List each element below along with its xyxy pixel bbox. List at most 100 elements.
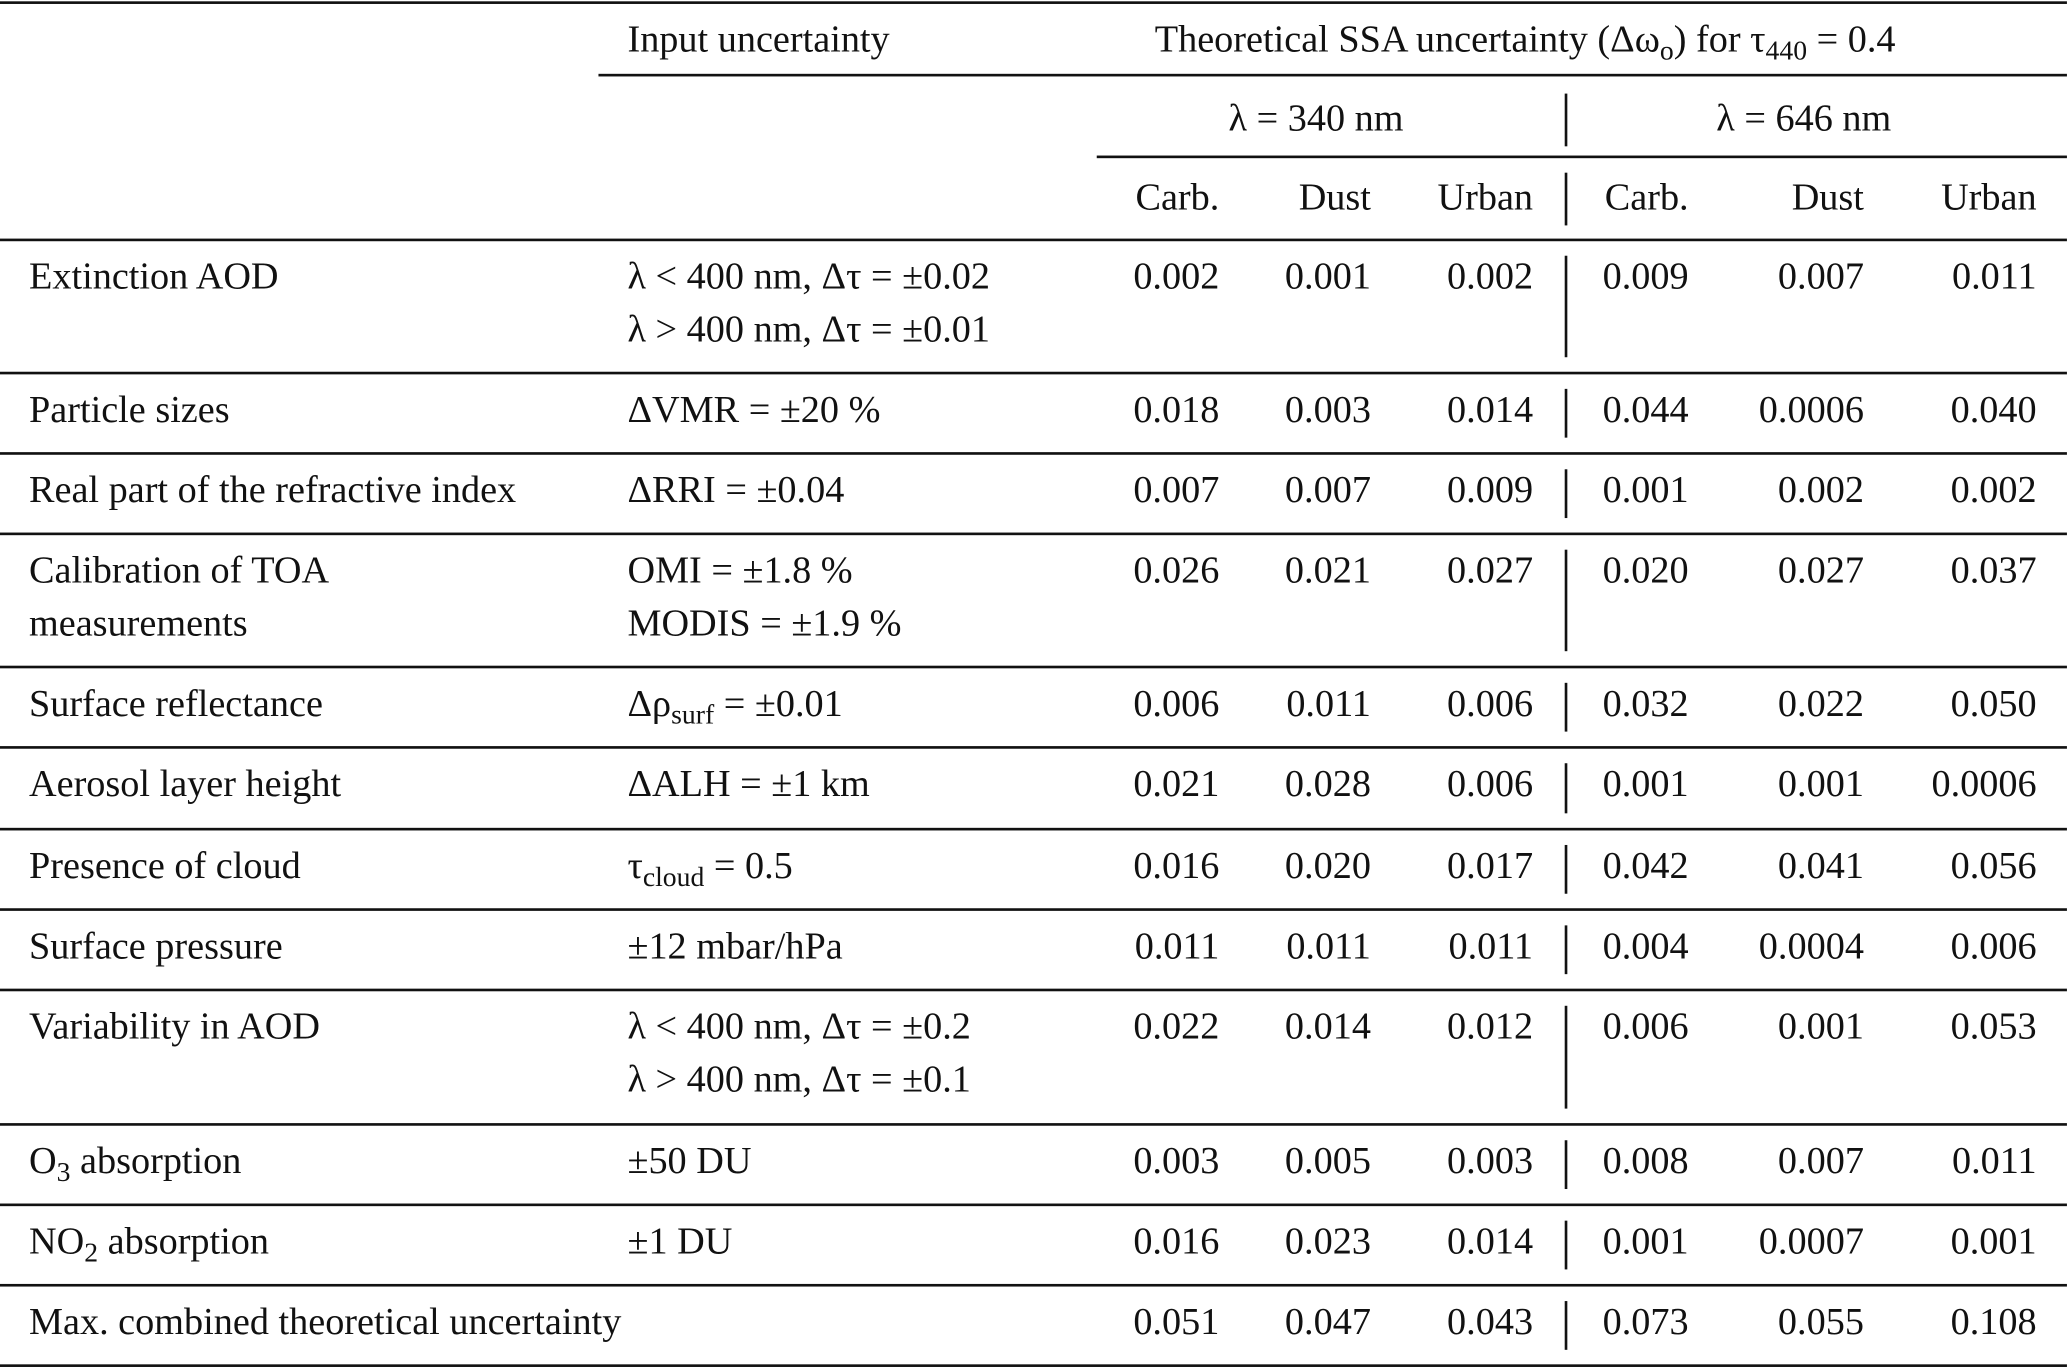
text-segment: MODIS = ±1.9 % [627,602,902,645]
aerosol-header: Urban [1941,176,2037,219]
uncertainty-value: 0.001 [1777,1005,1864,1048]
rule [0,1283,2067,1287]
uncertainty-value: 0.022 [1777,682,1864,726]
uncertainty-value: 0.021 [1133,763,1220,806]
text-segment: Particle sizes [29,388,230,432]
uncertainty-value: 0.001 [1777,763,1864,806]
uncertainty-value: 0.014 [1447,1220,1534,1263]
text-segment: λ > 400 nm, Δτ = ±0.1 [627,1058,971,1101]
uncertainty-value: 0.011 [1952,1140,2037,1183]
group-separator [1564,172,1567,226]
uncertainty-value: 0.001 [1284,255,1371,298]
uncertainty-value: 0.014 [1284,1005,1371,1048]
group-separator [1564,925,1567,975]
text-segment: ±1 DU [627,1220,733,1263]
group-separator [1564,763,1567,814]
rule [598,73,2067,76]
input-uncertainty: λ > 400 nm, Δτ = ±0.1 [627,1057,970,1102]
input-uncertainty: ±1 DU [627,1219,732,1264]
uncertainty-value: 0.006 [1447,682,1534,726]
uncertainty-value: 0.014 [1447,388,1534,432]
uncertainty-value: 0.002 [1133,255,1220,298]
uncertainty-value: 0.003 [1447,1140,1534,1183]
uncertainty-value: 0.018 [1133,388,1220,432]
uncertainty-value: 0.050 [1950,682,2037,726]
uncertainty-value: 0.027 [1777,549,1864,592]
uncertainty-value: 0.006 [1950,925,2037,968]
uncertainty-value: 0.0006 [1758,388,1864,432]
uncertainty-value: 0.004 [1602,925,1689,968]
rule [0,988,2067,991]
uncertainty-value: 0.009 [1602,255,1689,298]
uncertainty-value: 0.0007 [1758,1220,1864,1263]
group-separator [1564,1220,1567,1270]
input-uncertainty: λ < 400 nm, Δτ = ±0.2 [627,1004,970,1049]
text-segment: ΔVMR = ±20 % [627,388,881,432]
text-segment: Surface pressure [29,925,283,968]
text-segment: Real part of the refractive index [29,469,517,512]
rule [0,238,2067,241]
text-segment: τ [627,844,643,888]
uncertainty-value: 0.023 [1284,1220,1371,1263]
group-separator [1564,388,1567,438]
rule [0,452,2067,455]
text-segment: Variability in AOD [29,1005,320,1048]
row-label: measurements [29,601,248,646]
group-separator [1564,549,1567,652]
text-segment: Δρ [627,682,672,726]
text-segment: O [29,1140,57,1183]
text-segment: = 0.4 [1807,18,1896,61]
uncertainty-value: 0.016 [1133,1220,1220,1263]
group-separator [1564,255,1567,358]
text-segment: OMI = ±1.8 % [627,549,853,592]
uncertainty-value: 0.047 [1284,1301,1371,1344]
text-segment: measurements [29,602,248,645]
uncertainty-value: 0.020 [1602,549,1689,592]
uncertainty-value: 0.021 [1284,549,1371,592]
uncertainty-value: 0.037 [1950,549,2037,592]
subscript: 3 [56,1156,71,1188]
uncertainty-value: 0.006 [1602,1005,1689,1048]
uncertainty-value: 0.022 [1133,1005,1220,1048]
wavelength-header: λ = 340 nm [1228,97,1404,140]
uncertainty-value: 0.0004 [1758,925,1864,968]
input-uncertainty: ΔVMR = ±20 % [627,388,880,433]
aerosol-header: Dust [1791,176,1864,219]
uncertainty-value: 0.028 [1284,763,1371,806]
uncertainty-value: 0.003 [1284,388,1371,432]
rule [0,746,2067,749]
text-segment: Presence of cloud [29,844,301,888]
rule [0,1,2067,4]
aerosol-header: Urban [1437,176,1534,219]
uncertainty-value: 0.002 [1447,255,1534,298]
uncertainty-value: 0.055 [1777,1301,1864,1344]
text-segment: ΔALH = ±1 km [627,763,870,806]
rule [0,532,2067,535]
text-segment: = ±0.01 [714,682,843,726]
uncertainty-value: 0.011 [1448,925,1534,968]
rule [0,1203,2067,1206]
row-label: Real part of the refractive index [29,468,516,513]
aerosol-header: Carb. [1135,176,1220,219]
uncertainty-value: 0.056 [1950,844,2037,888]
subscript: cloud [642,860,705,893]
uncertainty-value: 0.003 [1133,1140,1220,1183]
uncertainty-value: 0.011 [1286,925,1371,968]
rule [0,1364,2067,1367]
text-segment: λ < 400 nm, Δτ = ±0.02 [627,255,991,298]
rule [0,908,2067,911]
subscript: 440 [1765,34,1808,66]
row-label: Particle sizes [29,388,230,433]
uncertainty-value: 0.011 [1952,255,2037,298]
uncertainty-value: 0.002 [1950,469,2037,512]
subscript: surf [671,698,715,731]
text-segment: λ < 400 nm, Δτ = ±0.2 [627,1005,971,1048]
group-separator [1564,682,1567,732]
aerosol-header: Carb. [1604,176,1689,219]
subscript: o [1659,34,1674,66]
uncertainty-value: 0.011 [1286,682,1371,726]
text-segment: Aerosol layer height [29,763,342,806]
uncertainty-value: 0.044 [1602,388,1689,432]
group-separator [1564,1140,1567,1190]
row-label: O3 absorption [29,1139,241,1185]
